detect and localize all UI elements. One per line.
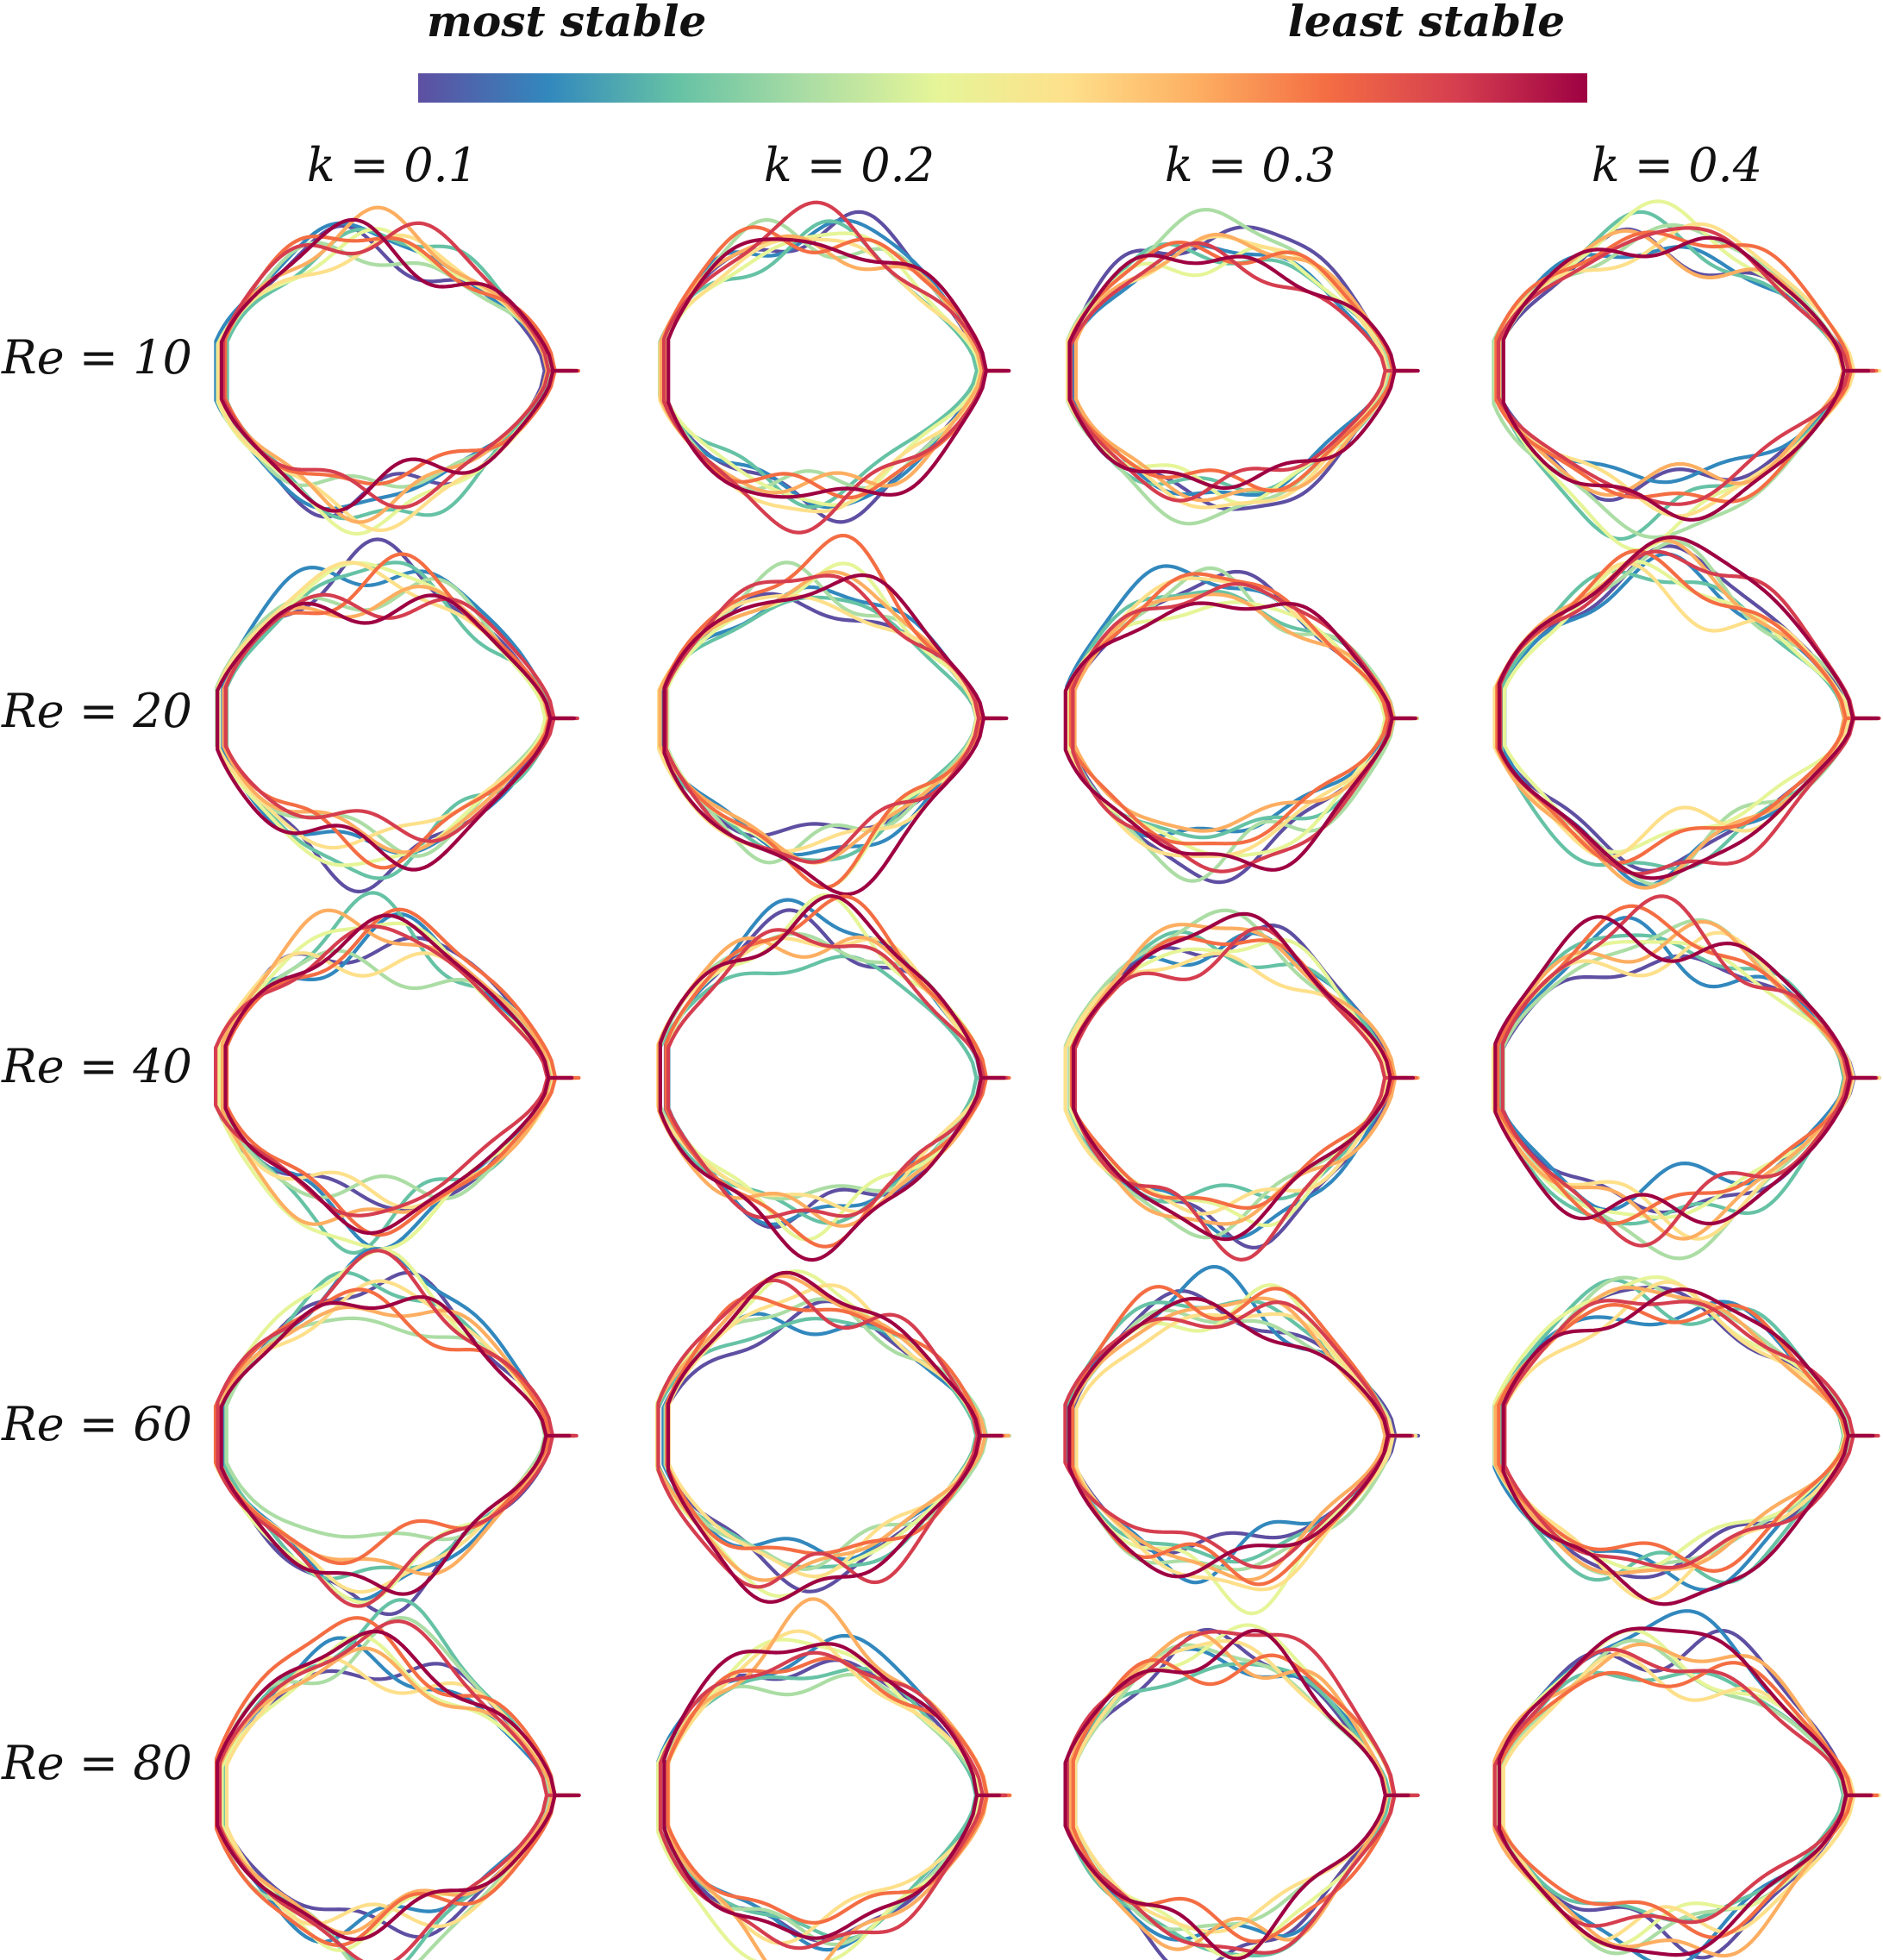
shape-curve [1493,222,1881,518]
column-label-k-0.2: k = 0.2 [764,138,935,192]
colorbar-bar [418,73,1587,103]
shape-curve [216,593,577,872]
row-label-re-20: Re = 20 [1,684,192,738]
panel-row2-col1 [215,537,579,894]
row-labels: Re = 10 Re = 20 Re = 40 Re = 60 Re = 80 [1,330,192,1790]
shape-curve [1501,235,1871,522]
shape-curve [1497,1626,1873,1957]
panel-row2-col4 [1492,535,1881,890]
shape-curve [219,1295,572,1596]
colorbar-left-label: most stable [427,0,706,47]
row-label-re-40: Re = 40 [1,1039,192,1093]
shape-curve [1500,210,1871,542]
column-label-k-0.4: k = 0.4 [1592,138,1762,192]
shape-curve [1065,1630,1420,1955]
shape-curve [666,237,1011,499]
shape-curve [1063,601,1417,872]
column-label-k-0.1: k = 0.1 [307,138,478,192]
shape-curve [215,1629,581,1942]
shape-curve [1498,549,1881,876]
shape-curve [1065,564,1412,838]
shape-curve [224,1316,570,1542]
shape-curve [662,1642,1001,1940]
shape-curve [222,1270,577,1617]
panel-row2-col3 [1063,564,1420,885]
shape-curve [666,1270,1004,1604]
row-label-re-10: Re = 10 [1,330,192,385]
column-label-k-0.3: k = 0.3 [1165,138,1336,192]
panel-row1-col3 [1066,208,1420,526]
panel-row1-col2 [658,200,1011,535]
shape-curve [216,1249,579,1608]
panel-row5-col4 [1492,1609,1881,1960]
shape-curve [1067,1662,1415,1957]
shape-curve [1498,1661,1880,1939]
panel-row4-col1 [213,1247,579,1617]
shape-panels [213,199,1881,1960]
shape-curve [225,907,581,1237]
panel-row5-col1 [214,1598,581,1960]
colorbar-right-label: least stable [1288,0,1565,47]
shape-curve [217,921,574,1251]
panel-row3-col1 [214,891,581,1256]
shape-curve [223,592,579,843]
shape-curve [1492,930,1881,1241]
shape-curve [1067,1296,1413,1579]
shape-curve [1497,1303,1873,1573]
shape-curve [666,928,1009,1219]
shape-curve [658,1650,1008,1951]
column-labels: k = 0.1 k = 0.2 k = 0.3 k = 0.4 [307,138,1762,192]
panel-row2-col2 [657,534,1009,897]
panel-row4-col3 [1063,1265,1421,1616]
shape-curve [1497,535,1880,880]
shape-curve [216,560,571,867]
shape-curve [1493,915,1878,1226]
shape-curve [1496,226,1876,506]
shape-curve [1501,1652,1881,1943]
shape-curve [1067,254,1420,491]
shape-curve [662,573,1009,897]
panel-row1-col1 [214,205,581,536]
panel-row3-col3 [1063,908,1420,1262]
row-label-re-60: Re = 60 [1,1397,192,1451]
shape-curve [1067,241,1418,493]
shape-curve [1068,572,1412,846]
shape-curve [1501,1287,1875,1606]
colorbar: most stable least stable [418,0,1587,103]
row-label-re-80: Re = 80 [1,1736,192,1790]
panel-row3-col2 [655,892,1011,1262]
shape-curve [1073,592,1419,833]
shape-curve [1072,1289,1421,1556]
panel-row4-col4 [1492,1275,1880,1606]
panel-row5-col2 [656,1597,1012,1960]
shape-curve [213,1287,575,1566]
shape-curve [223,913,574,1236]
shape-curve [1068,241,1410,503]
panel-row5-col3 [1063,1623,1420,1960]
panel-row1-col4 [1492,199,1881,552]
shape-curve [1072,923,1420,1226]
panel-row3-col4 [1492,894,1881,1261]
shape-curve [1063,1628,1411,1960]
shape-curve [1501,199,1874,552]
shape-curve [666,1656,1011,1925]
shape-curve [1503,552,1873,887]
shape-curve [1071,911,1416,1242]
panel-row4-col2 [654,1269,1011,1604]
shape-curve [1496,540,1880,886]
shape-curve [656,1672,1005,1947]
shape-curve [1503,1299,1880,1570]
shape-curve [657,954,1001,1225]
shape-curve [219,217,579,513]
shape-curve [1492,561,1875,860]
shape-curve [658,894,1006,1262]
shape-curve [1494,230,1879,504]
